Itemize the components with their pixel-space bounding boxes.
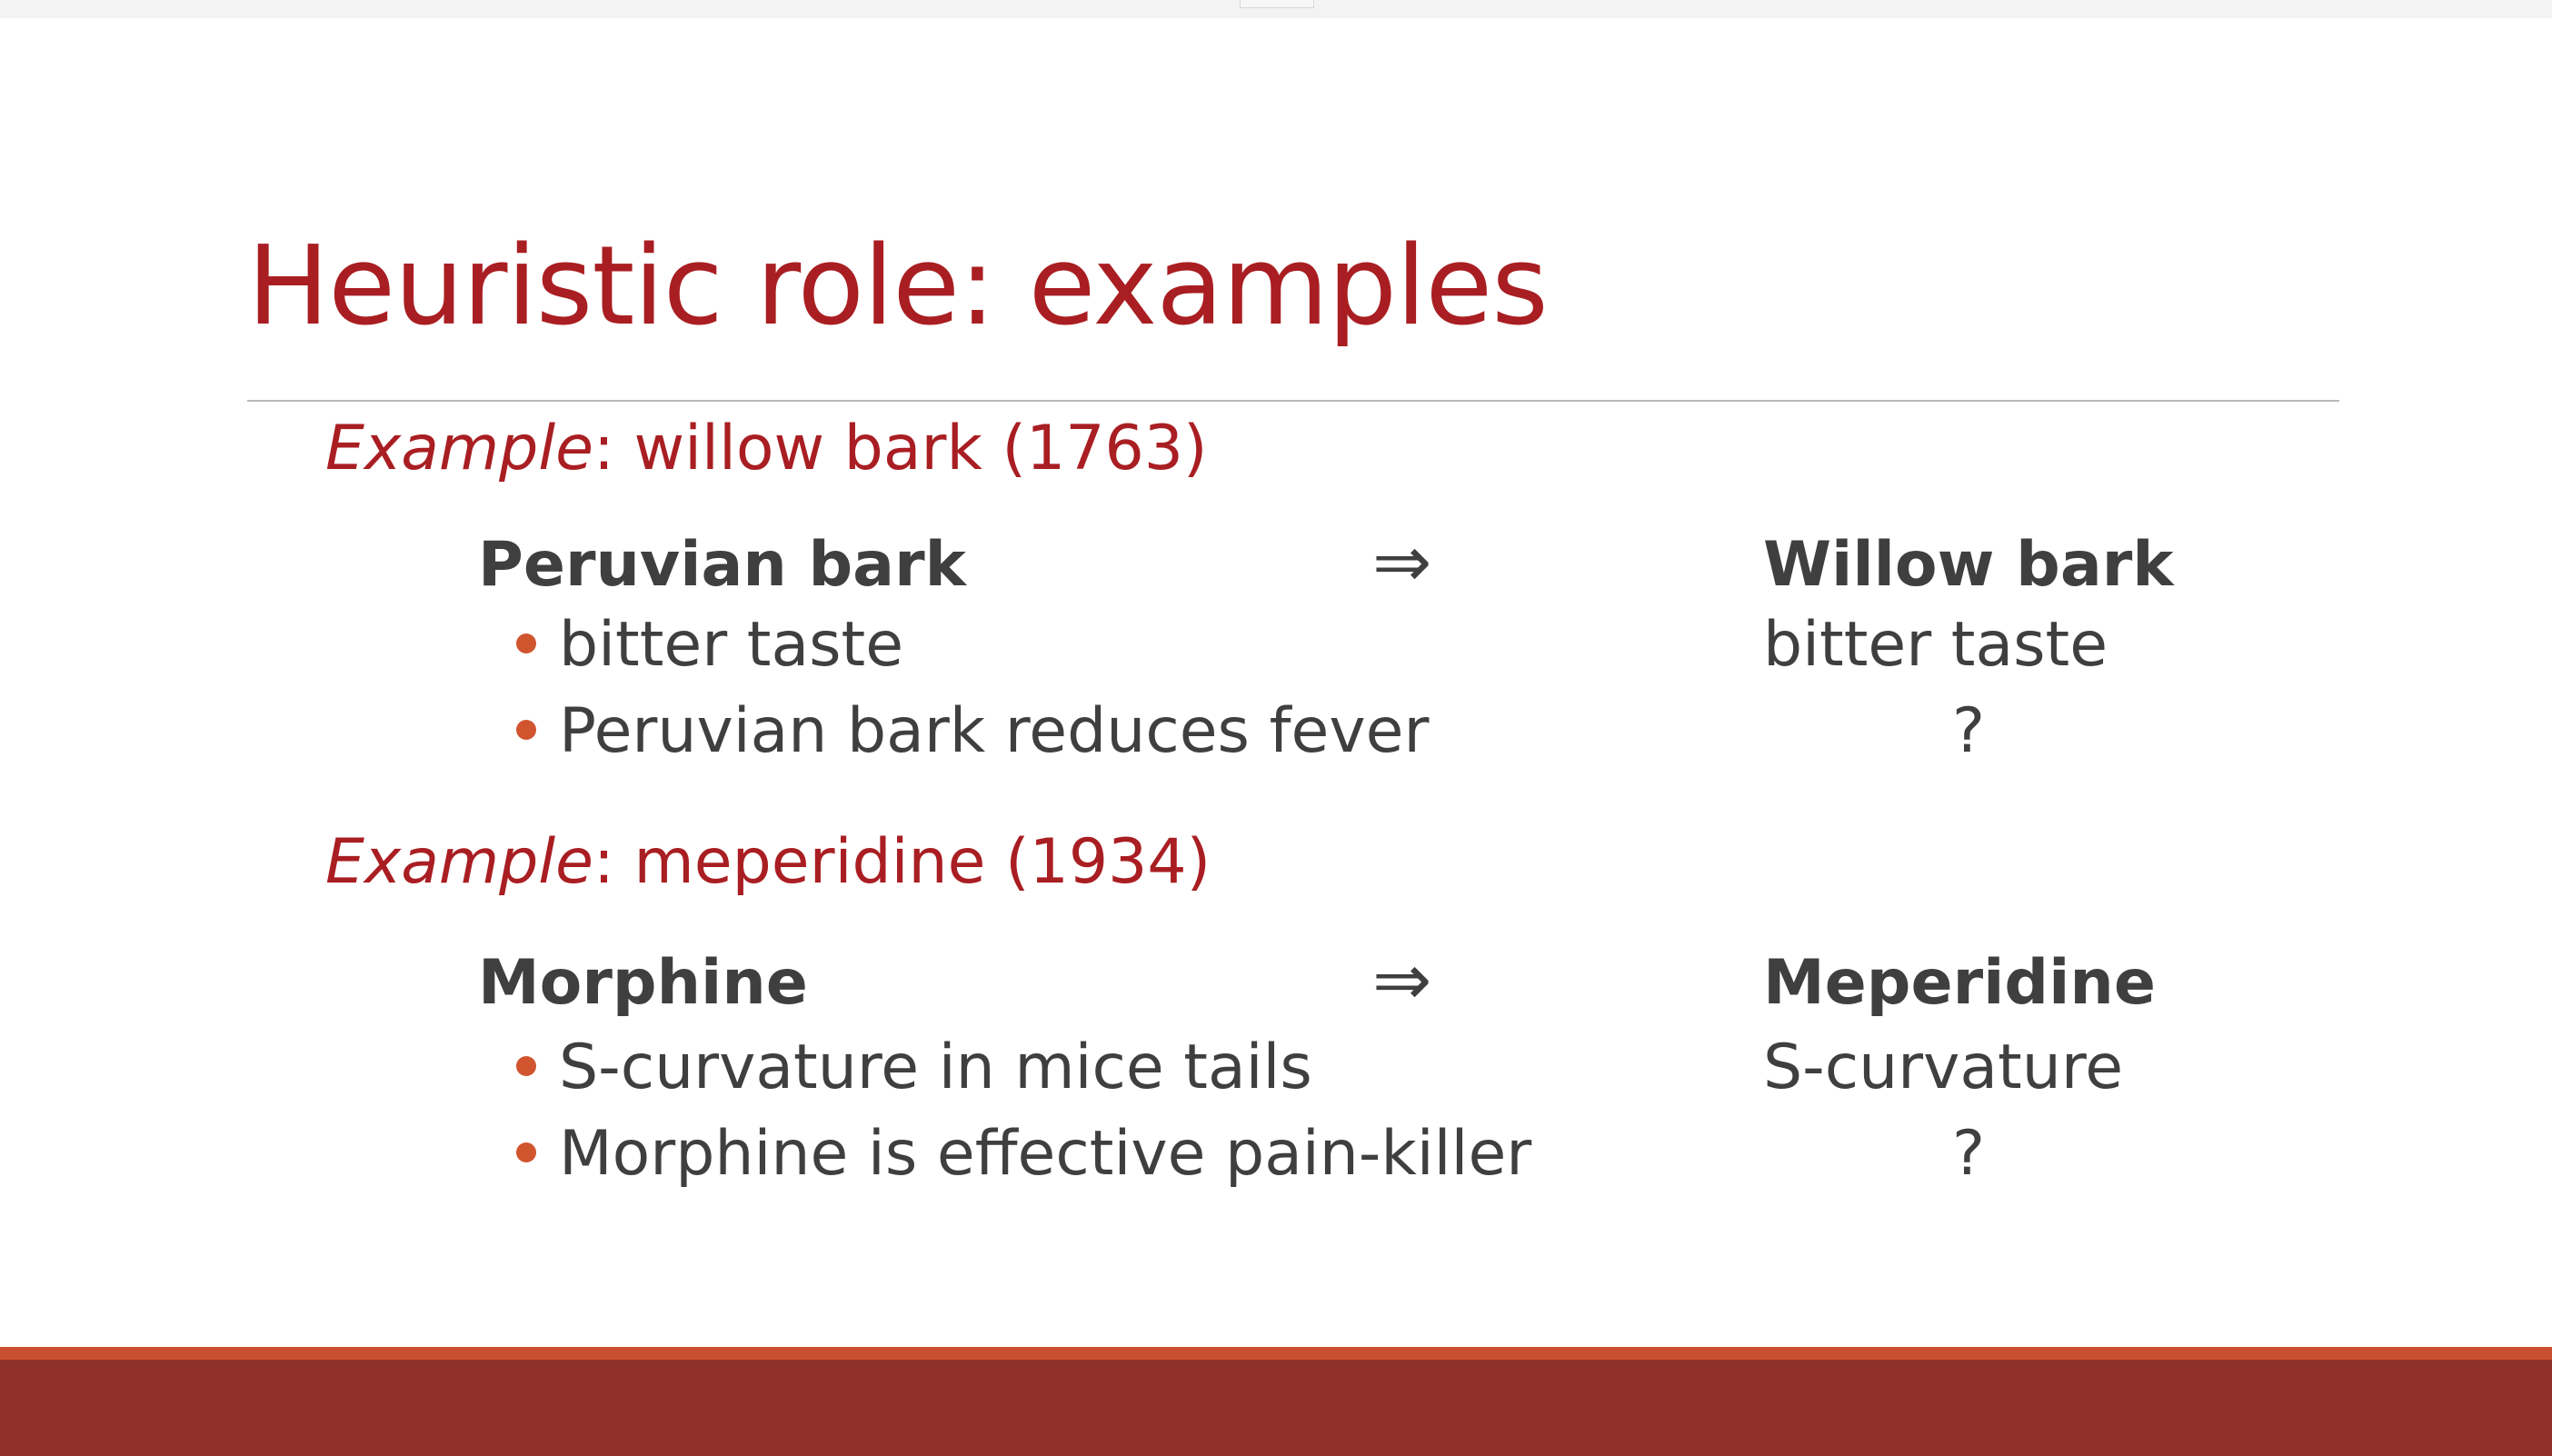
example-1-title: : willow bark (1763): [593, 413, 1208, 484]
footer-band: [0, 1360, 2552, 1456]
example-1-keyword: Example: [325, 413, 594, 484]
window-top-strip: [0, 0, 2552, 19]
example-2-target: Meperidine: [1763, 947, 2156, 1019]
example-2-source: Morphine: [478, 947, 808, 1019]
example-1-bullet-1: bitter taste: [559, 609, 904, 681]
example-2-bullet-2: Morphine is effective pain-killer: [559, 1118, 1532, 1190]
example-1-target-line-2: ?: [1952, 695, 1986, 767]
bullet-dot: [516, 1056, 536, 1076]
example-1-source: Peruvian bark: [478, 529, 966, 601]
example-1-bullet-2: Peruvian bark reduces fever: [559, 695, 1430, 767]
top-handle[interactable]: [1240, 0, 1314, 8]
slide-title: Heuristic role: examples: [247, 224, 1549, 350]
slide: Heuristic role: examples Example: willow…: [0, 18, 2552, 1347]
example-2-target-line-1: S-curvature: [1763, 1032, 2124, 1103]
bullet-dot: [516, 1142, 536, 1162]
example-1-arrow: ⇒: [1372, 522, 1432, 603]
example-2-title: : meperidine (1934): [593, 826, 1211, 898]
footer-accent-bar: [0, 1347, 2552, 1360]
bullet-dot: [516, 633, 536, 653]
example-2-bullet-1: S-curvature in mice tails: [559, 1032, 1312, 1103]
example-2-target-line-2: ?: [1952, 1118, 1986, 1190]
bullet-dot: [516, 720, 536, 740]
example-2-keyword: Example: [325, 826, 594, 898]
title-divider: [247, 400, 2339, 402]
example-1-target: Willow bark: [1763, 529, 2174, 601]
example-2-arrow: ⇒: [1372, 940, 1432, 1022]
example-1-target-line-1: bitter taste: [1763, 609, 2108, 681]
example-2-heading: Example: meperidine (1934): [325, 832, 1211, 893]
example-1-heading: Example: willow bark (1763): [325, 418, 1208, 480]
